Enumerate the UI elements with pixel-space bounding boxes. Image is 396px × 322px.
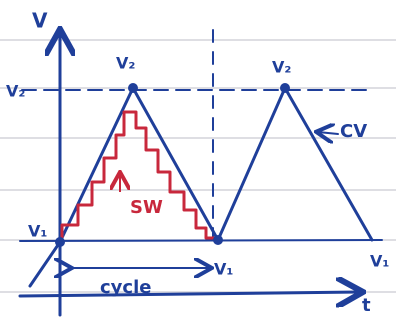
label: V₁ (28, 222, 47, 241)
diagram: V t V₂ V₂ V₂ V₁ V₁ V₁ SW CV cycle (0, 0, 396, 322)
label: cycle (100, 277, 151, 298)
cv-waveform (30, 88, 372, 286)
label: V₁ (214, 260, 233, 279)
label: V (32, 9, 48, 33)
sw-staircase (62, 112, 220, 238)
label: SW (130, 197, 163, 218)
cv-arrow (318, 132, 338, 134)
label: t (362, 295, 371, 316)
label: V₂ (6, 82, 25, 101)
label: V₁ (370, 252, 389, 271)
label: V₂ (272, 58, 291, 77)
v1-level (20, 240, 382, 241)
label: CV (340, 121, 367, 142)
points (55, 83, 290, 247)
label: V₂ (116, 54, 135, 73)
